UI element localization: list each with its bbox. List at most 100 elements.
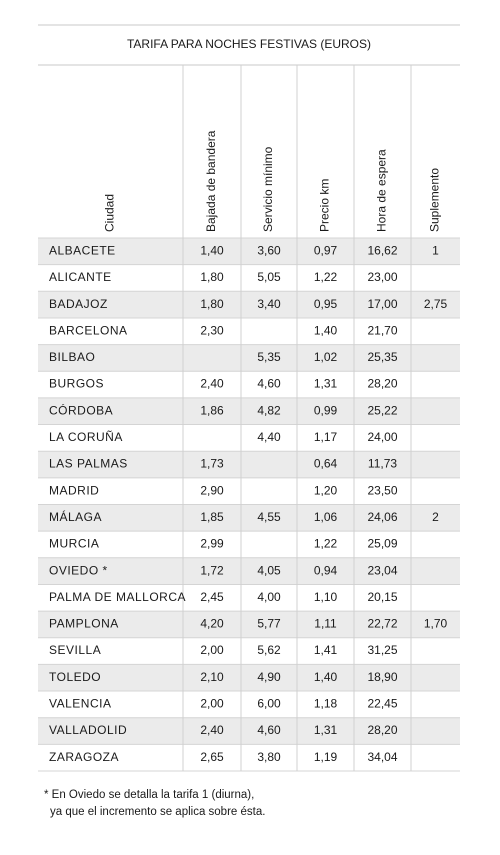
value-cell: 1,17 <box>314 430 338 444</box>
value-cell: 2,30 <box>200 323 224 337</box>
value-cell: 1,41 <box>314 643 338 657</box>
value-cell: 1,40 <box>200 243 224 257</box>
value-cell: 28,20 <box>367 723 397 737</box>
value-cell: 3,80 <box>257 750 281 764</box>
value-cell: 1,20 <box>314 483 338 497</box>
row-shade <box>38 557 460 585</box>
value-cell: 2,40 <box>200 377 224 391</box>
value-cell: 3,60 <box>257 243 281 257</box>
value-cell: 5,05 <box>257 270 281 284</box>
value-cell: 3,40 <box>257 297 281 311</box>
value-cell: 1,40 <box>314 323 338 337</box>
city-cell: BADAJOZ <box>49 297 108 311</box>
value-cell: 2,99 <box>200 537 224 551</box>
value-cell: 24,06 <box>367 510 397 524</box>
value-cell: 25,09 <box>367 537 397 551</box>
value-cell: 1,10 <box>314 590 338 604</box>
value-cell: 1,40 <box>314 670 338 684</box>
row-shade <box>38 611 460 638</box>
footnote: ya que el incremento se aplica sobre ést… <box>50 806 265 818</box>
city-cell: CÓRDOBA <box>49 402 113 417</box>
value-cell: 1,70 <box>424 617 448 631</box>
value-cell: 16,62 <box>367 243 397 257</box>
value-cell: 1,85 <box>200 510 224 524</box>
value-cell: 4,60 <box>257 723 281 737</box>
city-cell: VALLADOLID <box>49 723 127 737</box>
value-cell: 0,97 <box>314 243 338 257</box>
value-cell: 1,22 <box>314 537 338 551</box>
city-cell: TOLEDO <box>49 670 101 684</box>
value-cell: 23,04 <box>367 563 397 577</box>
city-cell: MADRID <box>49 483 99 497</box>
value-cell: 5,35 <box>257 350 281 364</box>
city-cell: LA CORUÑA <box>49 430 123 444</box>
city-cell: BURGOS <box>49 377 104 391</box>
city-cell: PAMPLONA <box>49 617 119 631</box>
value-cell: 1,31 <box>314 723 338 737</box>
city-cell: LAS PALMAS <box>49 457 128 471</box>
value-cell: 4,40 <box>257 430 281 444</box>
row-shade <box>38 397 460 425</box>
value-cell: 1,18 <box>314 697 338 711</box>
value-cell: 4,00 <box>257 590 281 604</box>
footnote: * En Oviedo se detalla la tarifa 1 (diur… <box>44 789 254 801</box>
value-cell: 24,00 <box>367 430 397 444</box>
value-cell: 22,45 <box>367 697 397 711</box>
city-cell: VALENCIA <box>49 697 111 711</box>
value-cell: 2,00 <box>200 643 224 657</box>
value-cell: 23,00 <box>367 270 397 284</box>
value-cell: 28,20 <box>367 377 397 391</box>
value-cell: 1,02 <box>314 350 338 364</box>
value-cell: 25,22 <box>367 403 397 417</box>
value-cell: 1,86 <box>200 403 224 417</box>
city-cell: ZARAGOZA <box>49 750 119 764</box>
value-cell: 2,75 <box>424 297 448 311</box>
column-header: Precio km <box>318 179 332 232</box>
value-cell: 1,31 <box>314 377 338 391</box>
table-title: TARIFA PARA NOCHES FESTIVAS (EUROS) <box>127 37 371 51</box>
row-shade <box>38 451 460 478</box>
city-cell: MURCIA <box>49 537 99 551</box>
value-cell: 0,64 <box>314 457 338 471</box>
value-cell: 1,19 <box>314 750 338 764</box>
row-shade <box>38 238 460 265</box>
value-cell: 1,73 <box>200 457 224 471</box>
value-cell: 1,72 <box>200 563 224 577</box>
value-cell: 17,00 <box>367 297 397 311</box>
value-cell: 23,50 <box>367 483 397 497</box>
value-cell: 4,55 <box>257 510 281 524</box>
value-cell: 34,04 <box>367 750 397 764</box>
value-cell: 22,72 <box>367 617 397 631</box>
city-cell: ALICANTE <box>49 270 112 284</box>
row-shade <box>38 717 460 745</box>
value-cell: 1,11 <box>314 617 337 631</box>
row-shade <box>38 344 460 372</box>
value-cell: 20,15 <box>367 590 397 604</box>
column-header: Servicio mínimo <box>261 146 275 232</box>
value-cell: 25,35 <box>367 350 397 364</box>
column-header: Bajada de bandera <box>204 130 218 232</box>
value-cell: 21,70 <box>367 323 397 337</box>
value-cell: 1,80 <box>200 297 224 311</box>
row-shade <box>38 664 460 692</box>
city-cell: PALMA DE MALLORCA <box>49 590 186 604</box>
city-cell: BARCELONA <box>49 323 128 337</box>
value-cell: 18,90 <box>367 670 397 684</box>
row-shade <box>38 504 460 532</box>
value-cell: 4,60 <box>257 377 281 391</box>
value-cell: 2,10 <box>200 670 224 684</box>
value-cell: 5,77 <box>257 617 281 631</box>
value-cell: 0,99 <box>314 403 338 417</box>
column-header: Hora de espera <box>375 149 389 232</box>
row-shade <box>38 291 460 318</box>
value-cell: 2,65 <box>200 750 224 764</box>
city-cell: BILBAO <box>49 350 95 364</box>
value-cell: 1,06 <box>314 510 338 524</box>
value-cell: 1,80 <box>200 270 224 284</box>
value-cell: 2,90 <box>200 483 224 497</box>
value-cell: 4,20 <box>200 617 224 631</box>
value-cell: 2,45 <box>200 590 224 604</box>
city-cell: MÁLAGA <box>49 509 102 524</box>
value-cell: 4,82 <box>257 403 281 417</box>
